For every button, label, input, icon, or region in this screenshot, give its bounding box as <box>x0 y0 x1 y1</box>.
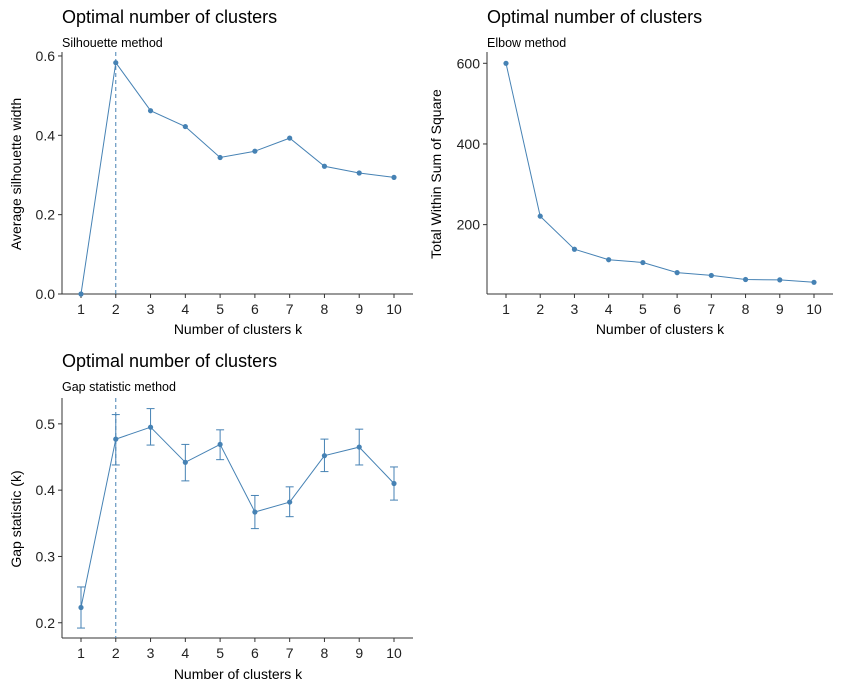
elbow-x-tick-label: 9 <box>776 301 784 317</box>
elbow-x-tick-label: 3 <box>571 301 579 317</box>
elbow-data-point <box>503 60 509 66</box>
gap-data-point <box>391 480 397 487</box>
gap-x-tick-label: 8 <box>321 645 329 661</box>
silhouette-x-tick-label: 9 <box>355 301 363 317</box>
silhouette-data-point <box>182 123 188 130</box>
silhouette-x-tick-label: 8 <box>321 301 329 317</box>
gap-x-tick-label: 5 <box>216 645 224 661</box>
gap-x-tick-label: 1 <box>77 645 85 661</box>
elbow-data-point <box>742 276 749 283</box>
silhouette-data-point <box>287 135 293 141</box>
elbow-y-tick-label: 200 <box>457 217 481 233</box>
gap-data-point <box>182 459 188 465</box>
silhouette-x-tick-label: 2 <box>112 301 120 317</box>
elbow-x-tick-label: 5 <box>639 301 647 317</box>
silhouette-data-point <box>147 108 154 114</box>
gap-data-point <box>147 424 154 430</box>
elbow-subtitle: Elbow method <box>487 36 566 50</box>
elbow-x-tick-label: 6 <box>673 301 681 317</box>
elbow-data-point <box>606 257 612 263</box>
silhouette-x-tick-label: 4 <box>181 301 189 317</box>
elbow-x-axis-label: Number of clusters k <box>596 321 725 337</box>
elbow-y-tick-label: 400 <box>457 136 481 152</box>
elbow-panel: Optimal number of clusters Elbow method … <box>428 7 833 337</box>
gap-x-tick-label: 3 <box>147 645 155 661</box>
gap-data-point <box>321 453 328 459</box>
gap-x-tick-label: 2 <box>112 645 120 661</box>
gap-y-tick-label: 0.5 <box>36 416 56 432</box>
gap-x-tick-label: 4 <box>181 645 189 661</box>
silhouette-data-point <box>217 154 223 161</box>
elbow-x-tick-label: 4 <box>605 301 613 317</box>
elbow-data-point <box>811 279 817 285</box>
silhouette-panel: Optimal number of clusters Silhouette me… <box>8 7 413 337</box>
elbow-x-tick-label: 10 <box>806 301 822 317</box>
gap-y-tick-label: 0.4 <box>36 482 56 498</box>
gap-x-tick-label: 9 <box>355 645 363 661</box>
gap-data-point <box>113 436 119 442</box>
silhouette-y-tick-label: 0.0 <box>36 286 56 302</box>
silhouette-data-point <box>78 291 84 297</box>
silhouette-title: Optimal number of clusters <box>62 7 277 27</box>
gap-series-line <box>80 426 395 608</box>
gap-plot-area: 0.2 0.3 0.4 0.5 1 2 3 4 5 6 7 8 9 10 <box>36 398 413 661</box>
elbow-data-point <box>537 213 543 219</box>
gap-data-point <box>287 499 293 505</box>
silhouette-data-point <box>113 60 119 66</box>
elbow-plot-area: 200 400 600 1 2 3 4 5 6 7 8 9 10 <box>457 52 833 317</box>
gap-data-point <box>217 441 223 448</box>
silhouette-x-tick-label: 3 <box>147 301 155 317</box>
gap-panel: Optimal number of clusters Gap statistic… <box>8 351 413 682</box>
elbow-y-axis-label: Total Within Sum of Square <box>428 89 444 259</box>
gap-x-tick-label: 6 <box>251 645 259 661</box>
elbow-data-point <box>708 272 714 279</box>
silhouette-series-line <box>80 61 395 295</box>
elbow-x-tick-label: 1 <box>502 301 510 317</box>
gap-subtitle: Gap statistic method <box>62 380 176 394</box>
gap-data-point <box>356 444 362 450</box>
silhouette-x-tick-label: 1 <box>77 301 85 317</box>
elbow-series-line <box>505 63 815 283</box>
gap-x-tick-label: 7 <box>286 645 294 661</box>
silhouette-x-axis-label: Number of clusters k <box>174 321 303 337</box>
elbow-data-point <box>640 259 646 266</box>
elbow-data-point <box>674 270 680 276</box>
elbow-data-point <box>777 277 783 283</box>
gap-x-tick-label: 10 <box>386 645 402 661</box>
silhouette-plot-area: 0.0 0.2 0.4 0.6 1 2 3 4 5 6 7 8 9 10 <box>36 48 413 317</box>
gap-title: Optimal number of clusters <box>62 351 277 371</box>
silhouette-y-tick-label: 0.2 <box>36 207 56 223</box>
silhouette-x-tick-label: 6 <box>251 301 259 317</box>
silhouette-data-point <box>252 148 258 154</box>
elbow-y-tick-label: 600 <box>457 55 481 71</box>
elbow-x-tick-label: 2 <box>536 301 544 317</box>
silhouette-subtitle: Silhouette method <box>62 36 163 50</box>
gap-y-tick-label: 0.2 <box>36 615 56 631</box>
silhouette-data-point <box>356 170 362 176</box>
gap-y-axis-label: Gap statistic (k) <box>8 470 24 567</box>
silhouette-x-tick-label: 10 <box>386 301 402 317</box>
gap-y-tick-label: 0.3 <box>36 548 56 564</box>
elbow-x-tick-label: 8 <box>742 301 750 317</box>
gap-x-axis-label: Number of clusters k <box>174 666 303 682</box>
silhouette-x-tick-label: 7 <box>286 301 294 317</box>
silhouette-x-tick-label: 5 <box>216 301 224 317</box>
elbow-data-point <box>571 246 578 252</box>
gap-data-point <box>252 509 258 515</box>
silhouette-data-point <box>321 163 328 169</box>
gap-data-point <box>78 604 84 611</box>
elbow-x-tick-label: 7 <box>707 301 715 317</box>
silhouette-y-axis-label: Average silhouette width <box>8 98 24 250</box>
elbow-title: Optimal number of clusters <box>487 7 702 27</box>
silhouette-y-tick-label: 0.4 <box>36 127 56 143</box>
silhouette-y-tick-label: 0.6 <box>36 48 56 64</box>
silhouette-data-point <box>391 174 397 180</box>
